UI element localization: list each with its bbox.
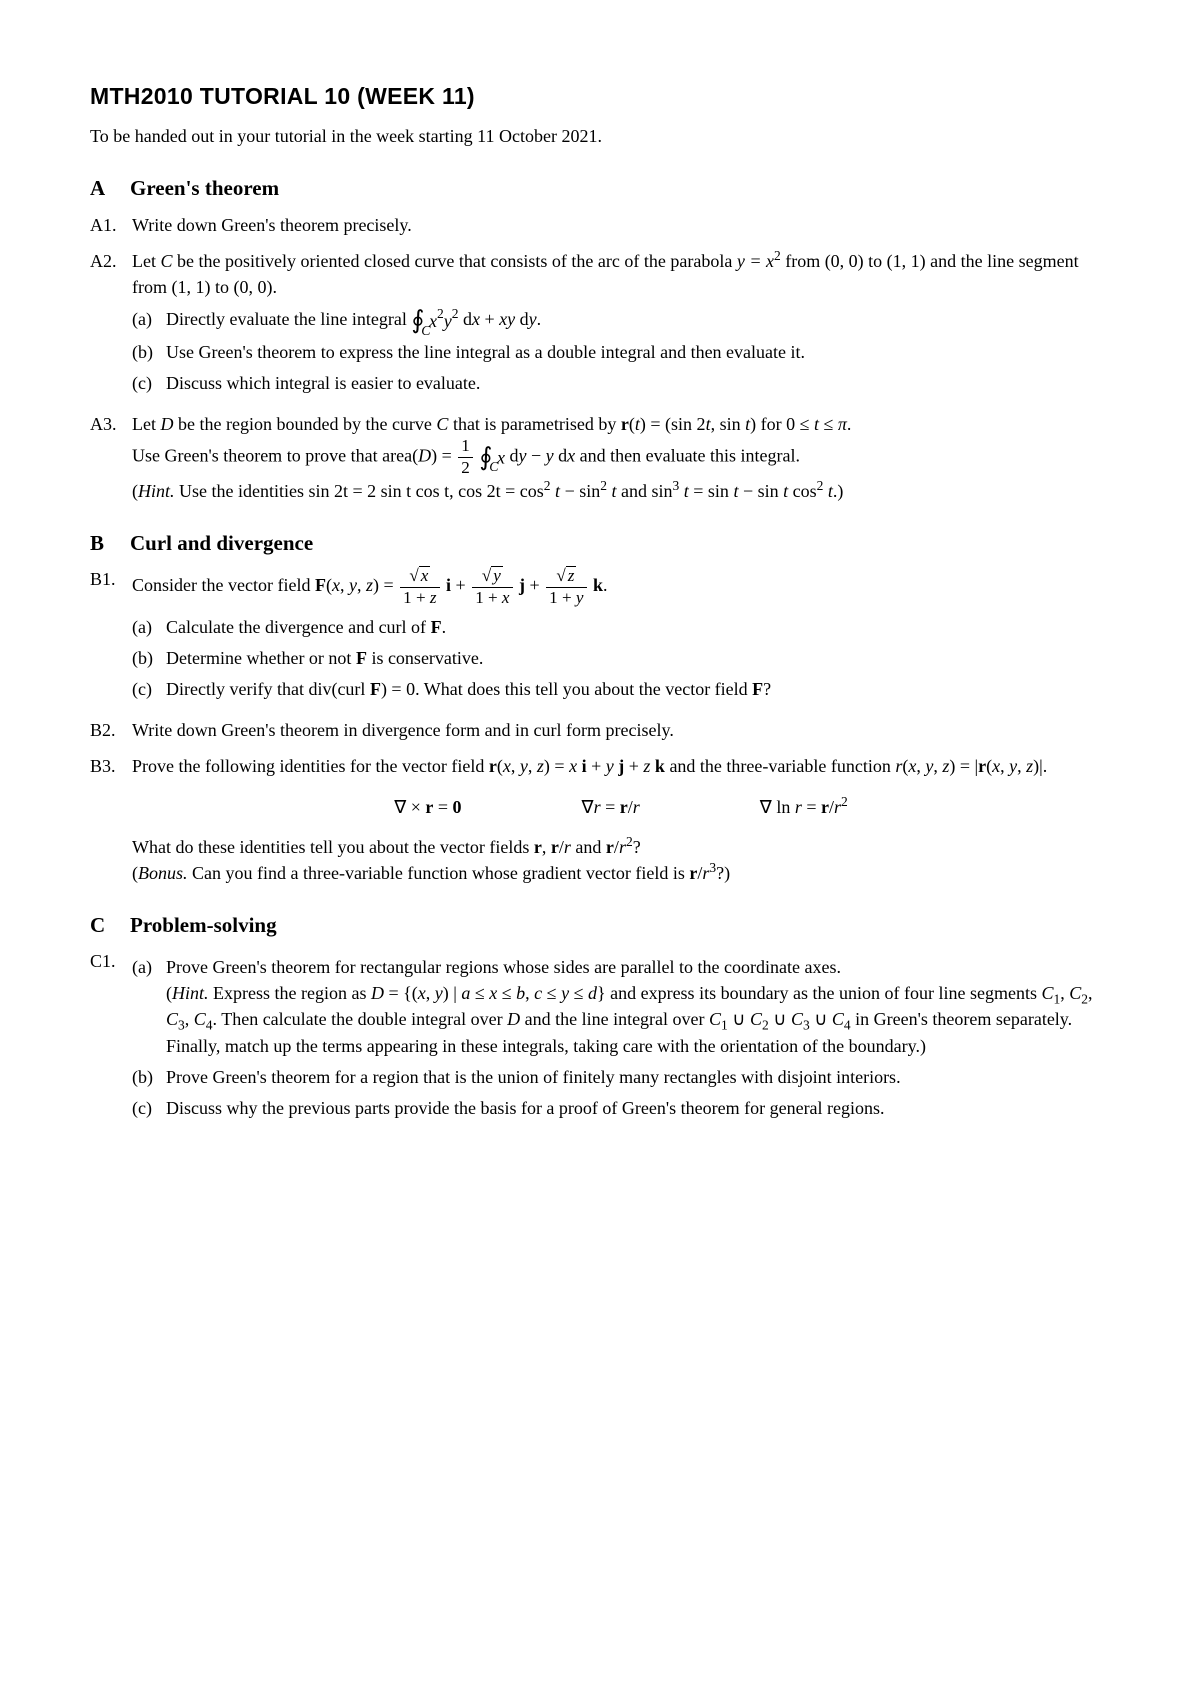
b1-a: (a) Calculate the divergence and curl of… — [132, 614, 1110, 640]
c1-subparts: (a) Prove Green's theorem for rectangula… — [132, 954, 1110, 1121]
bonus-label: Bonus. — [138, 863, 188, 883]
section-b-problems: B1. Consider the vector field F(x, y, z)… — [90, 566, 1110, 885]
section-c-letter: C — [90, 910, 112, 940]
identity-equations: ∇ × r = 0 ∇r = r/r ∇ ln r = r/r2 — [132, 794, 1110, 820]
section-c-heading: C Problem-solving — [90, 910, 1110, 940]
section-b-letter: B — [90, 528, 112, 558]
c1-a: (a) Prove Green's theorem for rectangula… — [132, 954, 1110, 1058]
a2-c: (c) Discuss which integral is easier to … — [132, 370, 1110, 396]
fraction-half: 12 — [458, 437, 473, 478]
problem-a1: A1. Write down Green's theorem precisely… — [90, 212, 1110, 238]
problem-c1-label: C1. — [90, 948, 132, 1126]
problem-b3: B3. Prove the following identities for t… — [90, 753, 1110, 885]
c1-c: (c) Discuss why the previous parts provi… — [132, 1095, 1110, 1121]
problem-a2: A2. Let C be the positively oriented clo… — [90, 248, 1110, 401]
a2-b: (b) Use Green's theorem to express the l… — [132, 339, 1110, 365]
problem-a3-label: A3. — [90, 411, 132, 504]
page-title: MTH2010 TUTORIAL 10 (WEEK 11) — [90, 80, 1110, 113]
b1-subparts: (a) Calculate the divergence and curl of… — [132, 614, 1110, 702]
section-a-problems: A1. Write down Green's theorem precisely… — [90, 212, 1110, 504]
a2-a: (a) Directly evaluate the line integral … — [132, 306, 1110, 334]
b1-b: (b) Determine whether or not F is conser… — [132, 645, 1110, 671]
section-c-title: Problem-solving — [130, 910, 277, 940]
page: MTH2010 TUTORIAL 10 (WEEK 11) To be hand… — [0, 0, 1200, 1236]
problem-c1: C1. (a) Prove Green's theorem for rectan… — [90, 948, 1110, 1126]
hint-label: Hint. — [138, 481, 175, 501]
section-a-title: Green's theorem — [130, 173, 279, 203]
problem-b2: B2. Write down Green's theorem in diverg… — [90, 717, 1110, 743]
c1-b: (b) Prove Green's theorem for a region t… — [132, 1064, 1110, 1090]
problem-a2-label: A2. — [90, 248, 132, 401]
contour-integral-icon: C — [411, 308, 424, 333]
problem-a3-content: Let D be the region bounded by the curve… — [132, 411, 1110, 504]
hint-label: Hint. — [172, 983, 209, 1003]
problem-b2-label: B2. — [90, 717, 132, 743]
section-c-problems: C1. (a) Prove Green's theorem for rectan… — [90, 948, 1110, 1126]
problem-a1-label: A1. — [90, 212, 132, 238]
problem-b1-label: B1. — [90, 566, 132, 707]
intro-text: To be handed out in your tutorial in the… — [90, 123, 1110, 149]
problem-b3-label: B3. — [90, 753, 132, 885]
b1-c: (c) Directly verify that div(curl F) = 0… — [132, 676, 1110, 702]
problem-a3: A3. Let D be the region bounded by the c… — [90, 411, 1110, 504]
section-b-heading: B Curl and divergence — [90, 528, 1110, 558]
problem-b1: B1. Consider the vector field F(x, y, z)… — [90, 566, 1110, 707]
problem-a1-text: Write down Green's theorem precisely. — [132, 212, 1110, 238]
a2-subparts: (a) Directly evaluate the line integral … — [132, 306, 1110, 396]
section-a-heading: A Green's theorem — [90, 173, 1110, 203]
section-b-title: Curl and divergence — [130, 528, 313, 558]
problem-a2-content: Let C be the positively oriented closed … — [132, 248, 1110, 401]
section-a-letter: A — [90, 173, 112, 203]
contour-integral-icon: C — [479, 445, 492, 470]
